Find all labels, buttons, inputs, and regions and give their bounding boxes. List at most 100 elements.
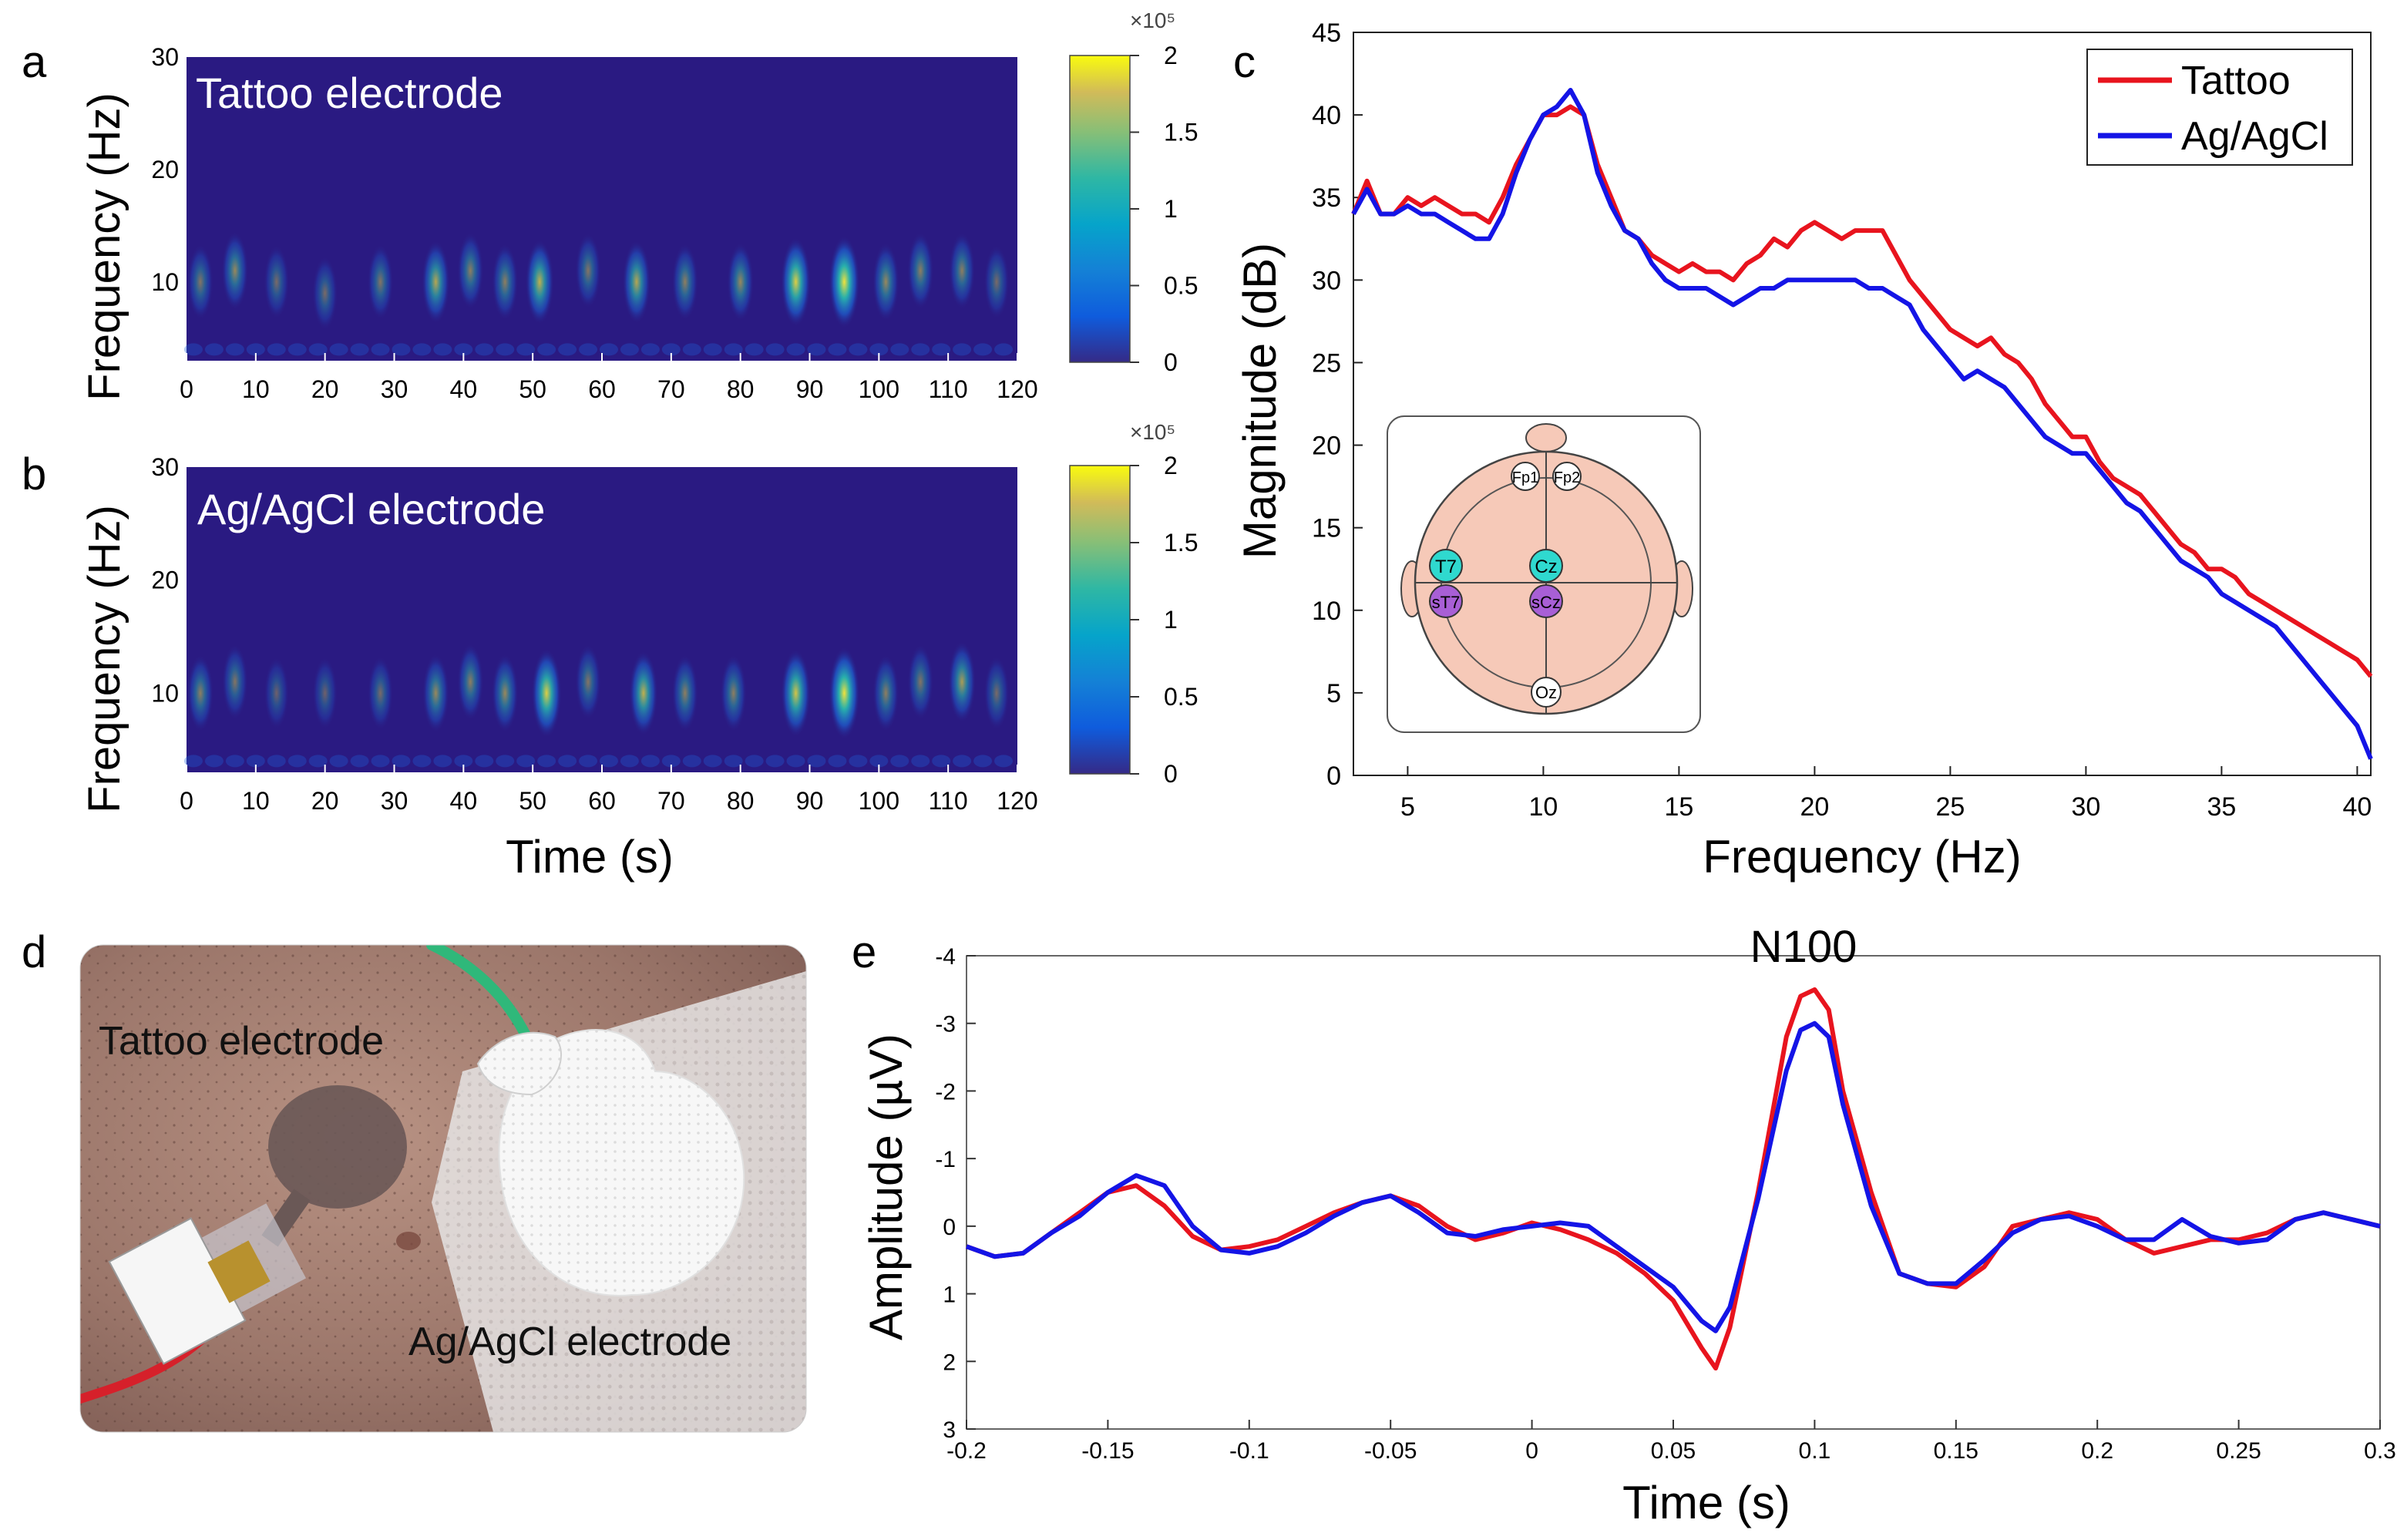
legend-label-agagcl: Ag/AgCl xyxy=(2181,114,2328,159)
electrode-fp1-label: Fp1 xyxy=(1512,469,1538,486)
psd-legend-box xyxy=(2086,49,2353,166)
spectrogram-low-band xyxy=(599,755,618,768)
spectrogram-xtick-label: 0 xyxy=(180,375,193,403)
spectrogram-low-band xyxy=(433,755,452,768)
erp-lines xyxy=(965,987,2381,1371)
psd-chart: 5 10 15 20 25 30 35 40 0 5 10 15 20 25 30 35 40 45 Frequ… xyxy=(1234,18,2373,883)
spectrogram-blob xyxy=(312,657,338,730)
spectrogram-blob xyxy=(367,244,394,320)
colorbar-tick-label: 1 xyxy=(1164,195,1178,223)
spectrogram-blob xyxy=(872,654,899,732)
spectrogram-low-band xyxy=(516,755,536,768)
spectrogram-low-band xyxy=(183,755,203,768)
electrode-st7: sT7 xyxy=(1429,584,1463,618)
spectrogram-xtick-label: 120 xyxy=(997,375,1037,403)
panel-label-e: e xyxy=(852,927,876,977)
electrode-photo: Tattoo electrode Ag/AgCl electrode xyxy=(79,944,807,1433)
spectrogram-low-band xyxy=(620,755,639,768)
spectrogram-low-band xyxy=(745,755,764,768)
spectrogram-low-band xyxy=(849,343,868,356)
spectrogram-a-inner-label: Tattoo electrode xyxy=(196,69,503,117)
spectrogram-low-band xyxy=(371,755,390,768)
spectrogram-xtick-label: 0 xyxy=(180,787,193,815)
spectrogram-xtick-label: 90 xyxy=(796,375,824,403)
electrode-cz-label: Cz xyxy=(1535,556,1557,577)
spectrogram-xtick-label: 90 xyxy=(796,787,824,815)
psd-xtick-label: 40 xyxy=(2342,792,2372,822)
spectrogram-xtick-label: 50 xyxy=(519,375,546,403)
spectrogram-a-ylabel: Frequency (Hz) xyxy=(79,92,129,401)
electrode-fp2: Fp2 xyxy=(1552,462,1582,491)
spectrogram-low-band xyxy=(225,343,244,356)
spectrogram-blob xyxy=(727,242,754,321)
spectrogram-low-band xyxy=(849,755,868,768)
spectrogram-blob xyxy=(264,244,290,319)
legend-label-tattoo: Tattoo xyxy=(2181,59,2291,103)
photo-agagcl-tab xyxy=(476,1031,563,1096)
spectrogram-blob xyxy=(983,244,1010,319)
spectrogram-blob xyxy=(829,235,860,328)
spectrogram-blob xyxy=(187,654,213,732)
erp-xtick-label: -0.2 xyxy=(946,1438,987,1464)
spectrogram-blob xyxy=(948,641,977,723)
photo-green-wire xyxy=(426,945,537,1054)
spectrogram-low-band xyxy=(932,755,951,768)
spectrogram-low-band xyxy=(496,755,515,768)
spectrogram-low-band xyxy=(537,343,556,356)
spectrogram-blob xyxy=(457,643,484,721)
spectrogram-xtick-label: 50 xyxy=(519,787,546,815)
spectrogram-xtick-label: 120 xyxy=(997,787,1037,815)
spectrogram-ytick-label: 20 xyxy=(151,567,179,594)
spectrogram-blob xyxy=(492,243,519,321)
spectrogram-low-band xyxy=(475,343,494,356)
spectrogram-xtick-label: 80 xyxy=(727,787,755,815)
spectrogram-low-band xyxy=(703,343,722,356)
psd-xtick-label: 30 xyxy=(2071,792,2100,822)
erp-xtick-label: 0.2 xyxy=(2081,1438,2113,1464)
spectrogram-b-xticks: 0 10 20 30 40 50 60 70 80 90 100 110 120 xyxy=(180,765,1038,815)
psd-xtick-label: 25 xyxy=(1935,792,1965,822)
erp-xtick-label: -0.05 xyxy=(1364,1438,1417,1464)
psd-ytick-label: 15 xyxy=(1312,514,1341,543)
colorbar-tick-label: 2 xyxy=(1164,42,1178,69)
psd-ylabel: Magnitude (dB) xyxy=(1234,243,1286,559)
photo-frame xyxy=(79,944,807,1433)
erp-chart: -0.2 -0.15 -0.1 -0.05 0 0.05 0.1 0.15 0.2 0.25 0.3… xyxy=(860,922,2396,1528)
series-line-agagcl xyxy=(965,1021,2381,1333)
spectrogram-low-band xyxy=(204,755,224,768)
spectrogram-xtick-label: 30 xyxy=(381,787,408,815)
electrode-cz: Cz xyxy=(1529,549,1563,583)
colorbar-a-exponent: ×10⁵ xyxy=(1130,8,1175,32)
erp-ytick-label: -2 xyxy=(935,1079,956,1105)
spectrogram-a-blobs xyxy=(183,231,1014,356)
spectrogram-low-band xyxy=(225,755,244,768)
erp-ytick-label: 2 xyxy=(943,1350,956,1375)
spectrogram-low-band xyxy=(558,755,577,768)
spectrogram-low-band xyxy=(350,755,369,768)
spectrogram-ytick-label: 30 xyxy=(151,43,179,71)
psd-xtick-label: 35 xyxy=(2207,792,2236,822)
panel-label-c: c xyxy=(1233,37,1256,87)
electrode-oz-label: Oz xyxy=(1535,683,1557,702)
spectrogram-low-band xyxy=(579,755,598,768)
erp-ytick-label: 3 xyxy=(943,1417,956,1443)
spectrogram-xtick-label: 60 xyxy=(588,375,616,403)
spectrogram-low-band xyxy=(183,343,203,356)
psd-xtick-label: 15 xyxy=(1664,792,1693,822)
electrode-scz-label: sCz xyxy=(1531,593,1561,612)
spectrogram-low-band xyxy=(869,343,889,356)
spectrogram-low-band xyxy=(287,755,307,768)
spectrogram-low-band xyxy=(724,343,743,356)
erp-xtick-label: -0.15 xyxy=(1081,1438,1134,1464)
spectrogram-blob xyxy=(575,644,601,720)
spectrogram-blob xyxy=(264,657,289,730)
spectrogram-a-xticks: 0 10 20 30 40 50 60 70 80 90 100 110 120 xyxy=(180,353,1038,403)
spectrogram-ytick-label: 30 xyxy=(151,453,179,481)
erp-xtick-label: 0 xyxy=(1525,1438,1538,1464)
spectrogram-low-band xyxy=(371,343,390,356)
spectrogram-blob xyxy=(222,644,248,720)
spectrogram-low-band xyxy=(765,343,785,356)
photo-skin-mark xyxy=(396,1232,421,1250)
photo-agagcl-pad xyxy=(498,1029,745,1296)
